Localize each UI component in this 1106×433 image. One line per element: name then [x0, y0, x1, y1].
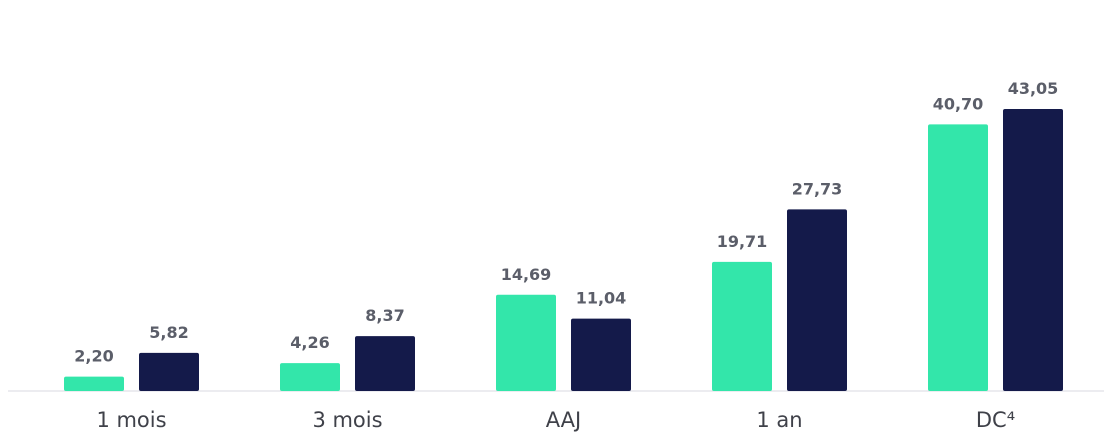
x-tick-label: DC⁴	[976, 408, 1015, 432]
bar-series-1-1	[64, 376, 124, 391]
bar-series-2-3	[571, 318, 631, 391]
x-tick-label: 1 an	[756, 408, 802, 432]
value-label-series-1-4: 19,71	[717, 232, 768, 251]
value-label-series-2-4: 27,73	[792, 179, 843, 198]
bar-series-2-1	[139, 352, 199, 391]
bar-series-2-5	[1003, 109, 1063, 391]
bar-series-2-4	[787, 209, 847, 391]
value-label-series-2-1: 5,82	[149, 323, 188, 342]
x-tick-label: 3 mois	[312, 408, 382, 432]
value-labels-group: 2,20 5,82 4,26 8,37 14,69 11,04 19,71 27,73 40,7…	[74, 79, 1058, 366]
value-label-series-2-5: 43,05	[1008, 79, 1059, 98]
value-label-series-1-5: 40,70	[933, 94, 984, 113]
value-label-series-1-3: 14,69	[501, 265, 552, 284]
bar-series-2-2	[355, 336, 415, 391]
x-tick-label: AAJ	[546, 408, 582, 432]
value-label-series-1-1: 2,20	[74, 347, 113, 366]
bar-series-1-5	[928, 124, 988, 391]
bar-series-1-3	[496, 294, 556, 391]
value-label-series-2-2: 8,37	[365, 306, 404, 325]
x-tick-label: 1 mois	[96, 408, 166, 432]
value-label-series-2-3: 11,04	[576, 289, 627, 308]
bar-series-1-2	[280, 363, 340, 391]
value-label-series-1-2: 4,26	[290, 333, 329, 352]
bar-series-1-4	[712, 261, 772, 391]
category-ticks-group: 1 mois 3 mois AAJ 1 an DC⁴	[96, 408, 1015, 432]
bars-group	[64, 109, 1063, 391]
